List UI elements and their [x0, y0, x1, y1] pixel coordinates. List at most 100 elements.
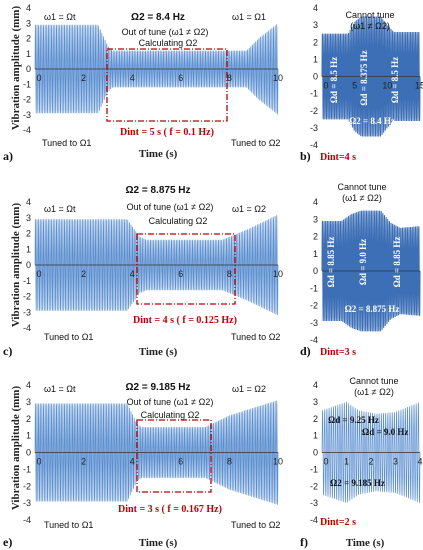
xtick-a-2: 4: [130, 73, 135, 83]
title-b-2: (ω1 ≠ Ω2): [350, 21, 390, 31]
xtick-c-3: 6: [178, 269, 183, 279]
ytick-d-6: -2: [310, 301, 318, 311]
ytick-f-5: -1: [310, 464, 318, 474]
dint-e: Dint = 3 s ( f = 0.167 Hz): [118, 504, 222, 515]
ytick-f-1: 3: [313, 397, 318, 407]
ann-a-1: ω1 = Ω1: [232, 12, 266, 22]
ann-c-2: Out of tune (ω1 ≠ Ω2): [127, 202, 214, 212]
ytick-e-8: -4: [23, 515, 31, 525]
xtick-a-3: 6: [178, 73, 183, 83]
ytick-f-0: 4: [313, 380, 318, 390]
xtick-a-5: 10: [273, 73, 283, 83]
ann-e-1: ω1 = Ω2: [232, 384, 266, 394]
xtick-c-0: 0: [36, 269, 41, 279]
ytick-a-5: -1: [23, 79, 31, 89]
ytick-d-2: 2: [313, 232, 318, 242]
ytick-b-3: 1: [313, 54, 318, 64]
xlabel-a: Time (s): [139, 148, 178, 160]
ytick-c-2: 2: [26, 229, 31, 239]
dint-a: Dint = 5 s ( f = 0.1 Hz): [120, 127, 214, 138]
ann-a-6: Tuned to Ω2: [231, 138, 280, 148]
xtick-e-4: 8: [227, 457, 232, 467]
ann-c-3: Calculating Ω2: [149, 216, 208, 226]
xtick-e-0: 0: [36, 457, 41, 467]
xtick-a-0: 0: [36, 73, 41, 83]
ytick-c-8: -4: [23, 323, 31, 333]
xtick-e-2: 4: [130, 457, 135, 467]
ytick-c-6: -2: [23, 292, 31, 302]
ytick-e-2: 2: [26, 414, 31, 424]
ytick-d-1: 3: [313, 214, 318, 224]
xtick-c-2: 4: [130, 269, 135, 279]
ytick-e-6: -2: [23, 481, 31, 491]
panel-label-f: f): [300, 535, 308, 549]
xlabel-f: Time (s): [346, 537, 385, 549]
interval-box-e: [136, 419, 212, 493]
ann-e-2: Out of tune (ω1 ≠ Ω2): [127, 397, 214, 407]
ann-e-5: Tuned to Ω1: [44, 520, 93, 530]
ytick-a-3: 1: [26, 49, 31, 59]
ytick-a-1: 3: [26, 18, 31, 28]
ann-d-2: Ωd = 8.85 Hz: [392, 237, 402, 288]
ann-c-6: Tuned to Ω2: [231, 332, 280, 342]
ytick-c-0: 4: [26, 197, 31, 207]
xlabel-c: Time (s): [139, 346, 178, 358]
xtick-b-2: 10: [382, 81, 392, 91]
ylabel-e: Vibration amplitude (mm): [10, 386, 22, 511]
ann-a-3: Calculating Ω2: [139, 38, 198, 48]
ytick-a-0: 4: [26, 3, 31, 13]
ticks-f: 4 3 2 1 0 -1 -2 -3 -4 0 1 2 3 4: [310, 380, 423, 525]
xtick-b-1: 5: [352, 81, 357, 91]
ytick-e-5: -1: [23, 464, 31, 474]
dint-d: Dint=3 s: [320, 347, 356, 358]
ann-e-6: Tuned to Ω2: [231, 520, 280, 530]
ytick-e-7: -3: [23, 498, 31, 508]
ytick-b-6: -2: [310, 106, 318, 116]
xtick-e-3: 6: [178, 457, 183, 467]
ann-b-3: Ω2 = 8.4 Hz: [349, 116, 395, 126]
ann-f-0: Ωd = 9.25 Hz: [328, 415, 379, 425]
ytick-f-8: -4: [310, 515, 318, 525]
xtick-b-3: 15: [415, 81, 423, 91]
xtick-f-4: 4: [417, 457, 422, 467]
xtick-c-5: 10: [273, 269, 283, 279]
xtick-a-4: 8: [227, 73, 232, 83]
xtick-f-1: 1: [344, 457, 349, 467]
ytick-e-3: 1: [26, 431, 31, 441]
dint-f: Dint=2 s: [320, 517, 356, 528]
panel-label-e: e): [3, 535, 12, 549]
ytick-e-1: 3: [26, 397, 31, 407]
xtick-f-2: 2: [368, 457, 373, 467]
ytick-f-4: 0: [313, 448, 318, 458]
xtick-b-0: 0: [323, 81, 328, 91]
ytick-c-5: -1: [23, 276, 31, 286]
ann-d-0: Ωd = 8.85 Hz: [326, 237, 336, 288]
ytick-d-3: 1: [313, 249, 318, 259]
ytick-a-2: 2: [26, 34, 31, 44]
panel-label-d: d): [300, 344, 311, 358]
dint-b: Dint=4 s: [320, 152, 356, 163]
ytick-f-6: -2: [310, 481, 318, 491]
ticks-d: 4 3 2 1 0 -1 -2 -3 -4: [310, 197, 420, 345]
panel-f: 4 3 2 1 0 -1 -2 -3 -4 0 1 2 3 4 Time (s) f) Cannot tu…: [300, 376, 423, 549]
ytick-d-4: 0: [313, 266, 318, 276]
ann-f-1: Ωd = 9.0 Hz: [362, 427, 408, 437]
xtick-c-4: 8: [227, 269, 232, 279]
ytick-f-2: 2: [313, 414, 318, 424]
ann-e-3: Calculating Ω2: [141, 410, 200, 420]
ann-d-1: Ωd = 9.0 Hz: [358, 239, 368, 285]
ytick-b-2: 2: [313, 37, 318, 47]
panel-d: 4 3 2 1 0 -1 -2 -3 -4 d) Cannot tune (ω1 ≠ Ω2) Ω…: [300, 182, 421, 358]
title-e: Ω2 = 9.185 Hz: [126, 382, 191, 393]
ylabel-a: Vibration amplitude (mm): [10, 6, 22, 131]
panel-label-c: c): [3, 344, 12, 358]
ytick-b-1: 3: [313, 20, 318, 30]
title-f-1: Cannot tune: [349, 376, 398, 386]
ytick-d-8: -4: [310, 335, 318, 345]
ytick-c-4: 0: [26, 260, 31, 270]
title-d-1: Cannot tune: [337, 182, 386, 192]
xtick-f-3: 3: [393, 457, 398, 467]
